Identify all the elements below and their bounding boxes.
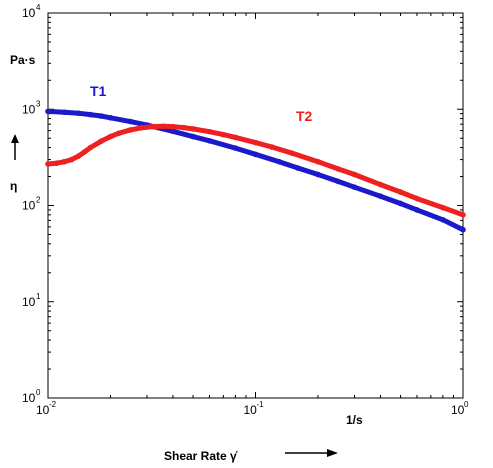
series-layer: T1 T2 xyxy=(45,83,466,233)
y-tick-label: 10 xyxy=(22,199,36,213)
data-point xyxy=(61,158,68,165)
data-point xyxy=(75,110,82,116)
x-unit-label: 1/s xyxy=(346,413,363,427)
data-point xyxy=(190,126,196,132)
data-point xyxy=(351,171,358,178)
series-t2: T2 xyxy=(45,108,466,218)
x-tick-label: 10 xyxy=(36,403,50,417)
y-unit-label: Pa·s xyxy=(10,53,36,67)
x-tick-label: 10 xyxy=(451,403,465,417)
data-point xyxy=(315,171,321,178)
data-point xyxy=(107,133,114,140)
y-tick-label: 10 xyxy=(22,295,36,309)
data-point xyxy=(81,149,88,155)
data-point xyxy=(127,118,134,125)
data-point xyxy=(150,123,156,130)
axis-ticks xyxy=(47,13,463,399)
x-tick-exponent: -2 xyxy=(49,400,57,409)
data-point xyxy=(397,189,404,195)
data-point xyxy=(335,166,341,172)
data-point xyxy=(87,144,94,151)
data-point xyxy=(377,181,384,188)
data-point xyxy=(460,226,466,233)
data-point xyxy=(45,108,51,115)
data-point xyxy=(170,128,176,135)
data-point xyxy=(460,212,466,218)
data-point xyxy=(206,128,213,135)
data-point xyxy=(440,217,446,223)
data-point xyxy=(98,138,104,145)
y-tick-exponent: 1 xyxy=(36,292,41,301)
data-point xyxy=(440,204,446,211)
data-point xyxy=(414,195,420,202)
data-point xyxy=(45,161,51,167)
y-tick-exponent: 2 xyxy=(36,196,41,205)
data-point xyxy=(397,200,404,207)
y-tick-label: 10 xyxy=(22,6,36,20)
series-label: T1 xyxy=(90,83,107,99)
x-axis-label: Shear Rate γ̇ xyxy=(164,449,238,463)
data-point xyxy=(252,151,259,158)
data-point xyxy=(180,124,187,131)
data-point xyxy=(276,158,282,165)
data-point xyxy=(377,193,384,199)
data-point xyxy=(75,153,82,160)
data-point xyxy=(206,138,213,144)
data-point xyxy=(414,207,420,213)
x-tick-exponent: -1 xyxy=(257,400,265,409)
y-tick-exponent: 0 xyxy=(36,388,41,397)
data-point xyxy=(53,160,60,167)
data-point xyxy=(160,123,167,130)
data-point xyxy=(232,134,239,141)
data-point xyxy=(295,165,301,171)
x-tick-exponent: 0 xyxy=(464,400,469,409)
data-point xyxy=(220,131,227,138)
data-point xyxy=(351,184,358,190)
data-point xyxy=(190,133,196,140)
y-tick-label: 10 xyxy=(22,102,36,116)
data-point xyxy=(335,178,341,185)
data-point xyxy=(127,127,134,133)
data-point xyxy=(87,111,94,118)
y-tick-exponent: 3 xyxy=(36,99,41,108)
y-tick-label: 10 xyxy=(22,391,36,405)
data-point xyxy=(170,123,176,130)
data-point xyxy=(289,150,295,156)
series-t1: T1 xyxy=(45,83,466,233)
y-tick-exponent: 4 xyxy=(36,3,41,12)
data-point xyxy=(68,156,75,163)
data-point xyxy=(269,144,275,150)
series-label: T2 xyxy=(296,108,313,124)
y-arrow-icon xyxy=(11,134,19,160)
series-line xyxy=(45,108,466,233)
data-point xyxy=(137,125,144,131)
data-point xyxy=(232,145,239,151)
data-point xyxy=(116,130,122,136)
x-arrow-icon xyxy=(285,449,338,457)
data-point xyxy=(107,115,114,121)
y-axis-label: η xyxy=(10,179,17,193)
data-point xyxy=(98,113,104,119)
tick-labels: 10 -2 10 -1 10 010 010 110 210 310 4 xyxy=(22,3,469,417)
x-tick-label: 10 xyxy=(244,403,258,417)
data-point xyxy=(315,158,321,165)
data-point xyxy=(61,109,68,116)
data-point xyxy=(252,139,259,146)
